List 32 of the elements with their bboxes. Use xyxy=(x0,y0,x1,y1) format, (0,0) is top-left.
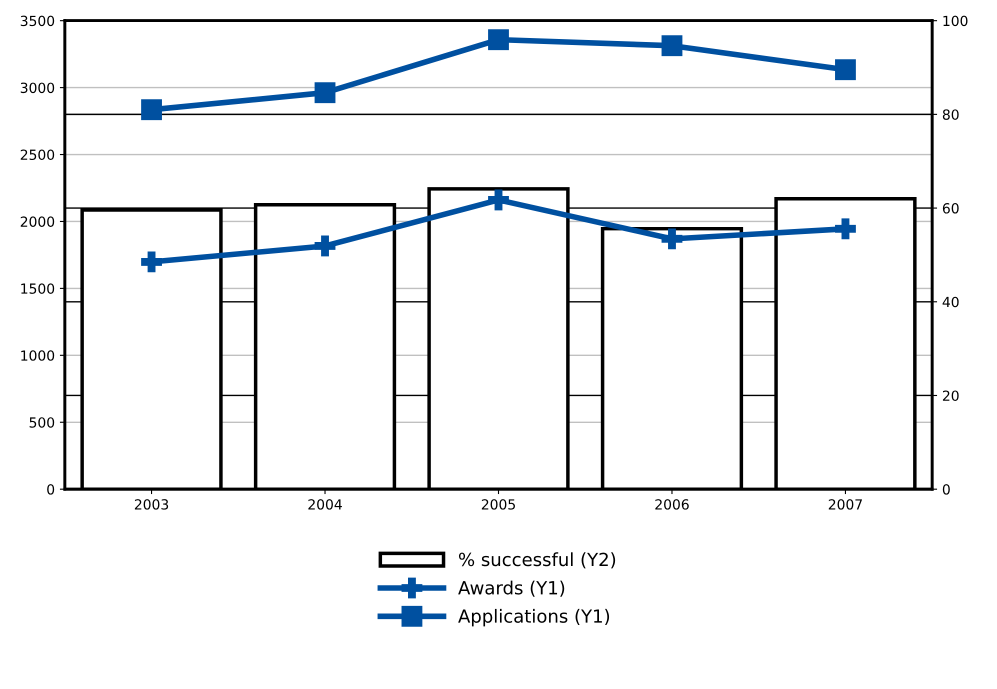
point xyxy=(835,218,856,240)
x-tick-label: 2003 xyxy=(134,499,168,510)
point xyxy=(314,82,336,104)
x-tick-label: 2004 xyxy=(308,499,342,510)
y2-tick-label: 100 xyxy=(943,16,968,26)
y2-tick-label: 40 xyxy=(942,296,959,308)
x-tick-label: 2007 xyxy=(828,499,862,510)
y-tick-label: 1500 xyxy=(21,283,54,294)
point xyxy=(141,99,162,120)
y-tick-label: 2500 xyxy=(20,150,54,160)
y2-tick-label: 20 xyxy=(942,390,959,401)
y-tick-label: 0 xyxy=(47,484,54,495)
y2-tick-label: 60 xyxy=(942,203,959,214)
point xyxy=(488,189,509,210)
x-tick-label: 2006 xyxy=(655,499,689,510)
y-tick-label: 3000 xyxy=(20,82,54,94)
y-tick-label: 500 xyxy=(30,417,54,428)
y2-tick-label: 80 xyxy=(942,109,959,120)
point xyxy=(141,251,162,272)
point xyxy=(662,35,682,56)
x-tick-label: 2005 xyxy=(482,499,515,510)
legend-label: % successful (Y2) xyxy=(458,552,616,568)
point xyxy=(314,236,336,256)
legend-label: Awards (Y1) xyxy=(458,580,564,597)
legend-label: Applications (Y1) xyxy=(458,608,610,626)
point xyxy=(488,29,509,50)
y-tick-label: 2000 xyxy=(20,216,54,227)
y-tick-label: 1000 xyxy=(21,350,54,361)
point xyxy=(662,228,682,250)
y-tick-label: 3500 xyxy=(20,16,54,26)
y2-tick-label: 0 xyxy=(942,484,950,495)
point xyxy=(835,59,856,80)
